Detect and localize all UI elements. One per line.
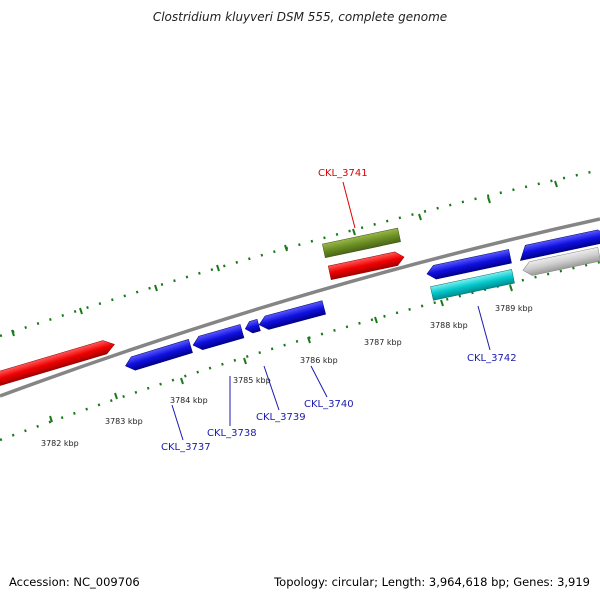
kbp-label: 3787 kbp [364,338,402,347]
outer-major-tick [11,329,15,337]
kbp-label: 3786 kbp [300,356,338,365]
kbp-label: 3785 kbp [233,376,271,385]
gene-label-ckl-3740[interactable]: CKL_3740 [304,399,354,410]
gene-label-ckl-3739[interactable]: CKL_3739 [256,412,306,423]
gene-label-ckl-3737[interactable]: CKL_3737 [161,442,211,453]
gene-ckl-3742[interactable] [430,269,515,301]
leader-ckl-3739 [263,365,280,411]
leader-ckl-3740 [310,365,328,398]
gene-label-ckl-3738[interactable]: CKL_3738 [207,428,257,439]
outer-tick-dots [0,168,600,338]
kbp-label: 3789 kbp [495,304,533,313]
gene-ckl-3740[interactable] [257,300,326,332]
inner-major-tick [180,377,184,385]
gene-forward-right-blue[interactable] [517,228,600,261]
outer-major-tick [554,180,558,188]
genome-title: Clostridium kluyveri DSM 555, complete g… [152,10,448,24]
leader-ckl-3741 [342,181,356,229]
kbp-label: 3784 kbp [170,396,208,405]
inner-major-tick [49,415,53,423]
gene-label-ckl-3742[interactable]: CKL_3742 [467,353,517,364]
leader-ckl-3742 [477,305,491,351]
kbp-label: 3782 kbp [41,439,79,448]
inner-major-tick [307,336,311,344]
leader-ckl-3737 [171,404,184,441]
kbp-label: 3788 kbp [430,321,468,330]
genome-summary-text: Topology: circular; Length: 3,964,618 bp… [274,575,590,589]
genome-backbone [0,217,600,398]
outer-major-tick [284,244,288,252]
inner-tick-band [0,260,600,442]
outer-major-tick [79,307,83,315]
outer-major-tick [487,196,491,204]
gene-ckl-3741-rna[interactable] [322,227,401,259]
gene-ckl-3741[interactable] [327,250,405,281]
inner-major-tick [374,316,378,324]
label-leaders [171,181,491,441]
inner-major-tick [114,392,118,400]
outer-major-tick [418,213,422,221]
inner-major-tick [243,357,247,365]
accession-text: Accession: NC_009706 [9,575,140,589]
outer-major-tick [216,264,220,272]
inner-major-tick [509,284,513,292]
gene-reverse-grey[interactable] [521,246,600,277]
gene-forward-left[interactable] [0,338,116,387]
kbp-labels: 3782 kbp 3783 kbp 3784 kbp 3785 kbp 3786… [41,304,533,448]
kbp-label: 3783 kbp [105,417,143,426]
gene-labels: CKL_3741 CKL_3742 CKL_3737 CKL_3738 CKL_… [161,168,517,453]
inner-major-tick [440,299,444,307]
outer-tick-band [0,168,600,338]
gene-ckl-3739[interactable] [244,318,261,334]
gene-ckl-3738[interactable] [191,324,245,352]
outer-major-tick [352,228,356,236]
gene-reverse-blue[interactable] [425,249,512,280]
gene-ckl-3737[interactable] [123,339,193,372]
outer-major-tick [154,284,158,292]
gene-label-ckl-3741[interactable]: CKL_3741 [318,168,368,179]
